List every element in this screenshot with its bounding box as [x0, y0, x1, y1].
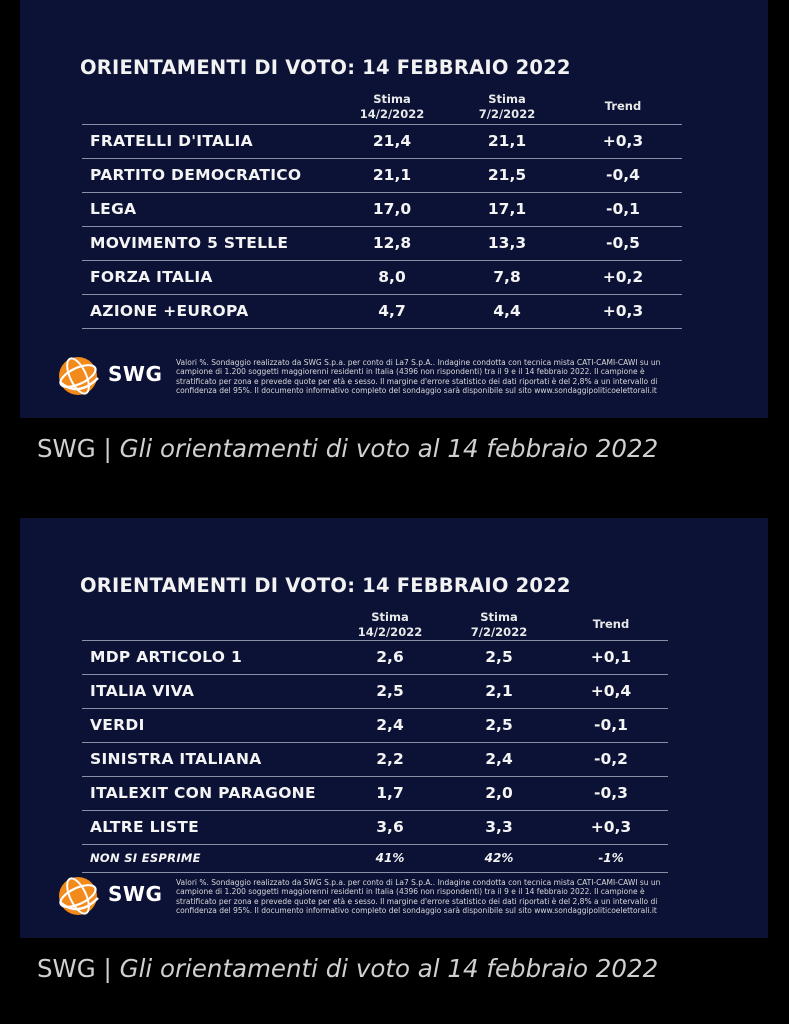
table-row: MOVIMENTO 5 STELLE 12,8 13,3 -0,5: [82, 227, 682, 261]
value-previous: 2,0: [485, 784, 513, 802]
value-trend: -0,1: [606, 200, 640, 218]
value-current: 2,5: [376, 682, 404, 700]
value-current: 41%: [375, 851, 405, 865]
value-trend: +0,3: [602, 302, 644, 320]
party-name: ITALEXIT CON PARAGONE: [90, 784, 316, 802]
table-row: AZIONE +EUROPA 4,7 4,4 +0,3: [82, 295, 682, 329]
table-row-non-si-esprime: NON SI ESPRIME 41% 42% -1%: [82, 845, 668, 873]
party-name: ITALIA VIVA: [90, 682, 195, 700]
poll-table: MDP ARTICOLO 1 2,6 2,5 +0,1 ITALIA VIVA …: [82, 640, 668, 873]
swg-globe-icon: [59, 357, 99, 395]
value-trend: -0,5: [606, 234, 640, 252]
caption-title: Gli orientamenti di voto al 14 febbraio …: [119, 434, 659, 463]
party-name: PARTITO DEMOCRATICO: [90, 166, 302, 184]
value-trend: -0,2: [594, 750, 628, 768]
value-current: 12,8: [372, 234, 412, 252]
value-trend: -0,4: [606, 166, 640, 184]
table-row: MDP ARTICOLO 1 2,6 2,5 +0,1: [82, 641, 668, 675]
value-previous: 17,1: [487, 200, 527, 218]
poll-panel-2: ORIENTAMENTI DI VOTO: 14 FEBBRAIO 2022 S…: [20, 518, 768, 938]
value-trend: -0,3: [594, 784, 628, 802]
column-header-stima-previous: Stima 7/2/2022: [478, 92, 536, 121]
panel-title: ORIENTAMENTI DI VOTO: 14 FEBBRAIO 2022: [80, 574, 571, 597]
party-name: NON SI ESPRIME: [90, 851, 201, 865]
value-previous: 42%: [484, 851, 514, 865]
image-caption-2: SWG | Gli orientamenti di voto al 14 feb…: [37, 954, 658, 983]
table-row: LEGA 17,0 17,1 -0,1: [82, 193, 682, 227]
value-current: 21,4: [372, 132, 412, 150]
table-row: FRATELLI D'ITALIA 21,4 21,1 +0,3: [82, 125, 682, 159]
image-caption-1: SWG | Gli orientamenti di voto al 14 feb…: [37, 434, 658, 463]
value-previous: 21,5: [487, 166, 527, 184]
table-row: SINISTRA ITALIANA 2,2 2,4 -0,2: [82, 743, 668, 777]
column-header-stima-current: Stima 14/2/2022: [359, 92, 425, 121]
party-name: MDP ARTICOLO 1: [90, 648, 243, 666]
party-name: FORZA ITALIA: [90, 268, 213, 286]
value-trend: -1%: [598, 851, 624, 865]
value-current: 4,7: [378, 302, 406, 320]
party-name: MOVIMENTO 5 STELLE: [90, 234, 289, 252]
value-previous: 2,1: [485, 682, 513, 700]
value-current: 1,7: [376, 784, 404, 802]
value-trend: +0,4: [590, 682, 632, 700]
caption-source: SWG |: [37, 954, 120, 983]
value-current: 2,4: [376, 716, 404, 734]
value-previous: 2,4: [485, 750, 513, 768]
table-row: ITALIA VIVA 2,5 2,1 +0,4: [82, 675, 668, 709]
table-row: PARTITO DEMOCRATICO 21,1 21,5 -0,4: [82, 159, 682, 193]
caption-title: Gli orientamenti di voto al 14 febbraio …: [119, 954, 659, 983]
value-trend: +0,1: [590, 648, 632, 666]
table-row: ALTRE LISTE 3,6 3,3 +0,3: [82, 811, 668, 845]
methodology-note: Valori %. Sondaggio realizzato da SWG S.…: [176, 358, 661, 396]
column-header-trend: Trend: [592, 617, 630, 631]
value-trend: +0,3: [602, 132, 644, 150]
methodology-note: Valori %. Sondaggio realizzato da SWG S.…: [176, 878, 661, 916]
value-previous: 2,5: [485, 648, 513, 666]
value-current: 17,0: [372, 200, 412, 218]
poll-panel-1: ORIENTAMENTI DI VOTO: 14 FEBBRAIO 2022 S…: [20, 0, 768, 418]
party-name: AZIONE +EUROPA: [90, 302, 249, 320]
value-trend: -0,1: [594, 716, 628, 734]
value-previous: 7,8: [493, 268, 521, 286]
value-previous: 13,3: [487, 234, 527, 252]
value-trend: +0,3: [590, 818, 632, 836]
poll-table: FRATELLI D'ITALIA 21,4 21,1 +0,3 PARTITO…: [82, 124, 682, 329]
value-trend: +0,2: [602, 268, 644, 286]
logo-text: SWG: [108, 882, 163, 906]
value-previous: 4,4: [493, 302, 521, 320]
column-header-stima-current: Stima 14/2/2022: [357, 610, 423, 639]
value-previous: 21,1: [487, 132, 527, 150]
party-name: FRATELLI D'ITALIA: [90, 132, 253, 150]
swg-logo: SWG: [52, 872, 172, 922]
party-name: SINISTRA ITALIANA: [90, 750, 262, 768]
party-name: VERDI: [90, 716, 145, 734]
column-header-trend: Trend: [604, 99, 642, 113]
swg-logo: SWG: [52, 352, 172, 402]
table-row: FORZA ITALIA 8,0 7,8 +0,2: [82, 261, 682, 295]
value-previous: 3,3: [485, 818, 513, 836]
value-current: 21,1: [372, 166, 412, 184]
swg-globe-icon: [59, 877, 99, 915]
value-current: 2,6: [376, 648, 404, 666]
table-row: ITALEXIT CON PARAGONE 1,7 2,0 -0,3: [82, 777, 668, 811]
panel-title: ORIENTAMENTI DI VOTO: 14 FEBBRAIO 2022: [80, 56, 571, 79]
value-previous: 2,5: [485, 716, 513, 734]
caption-source: SWG |: [37, 434, 120, 463]
party-name: LEGA: [90, 200, 137, 218]
party-name: ALTRE LISTE: [90, 818, 200, 836]
value-current: 8,0: [378, 268, 406, 286]
value-current: 2,2: [376, 750, 404, 768]
value-current: 3,6: [376, 818, 404, 836]
column-header-stima-previous: Stima 7/2/2022: [470, 610, 528, 639]
table-row: VERDI 2,4 2,5 -0,1: [82, 709, 668, 743]
logo-text: SWG: [108, 362, 163, 386]
